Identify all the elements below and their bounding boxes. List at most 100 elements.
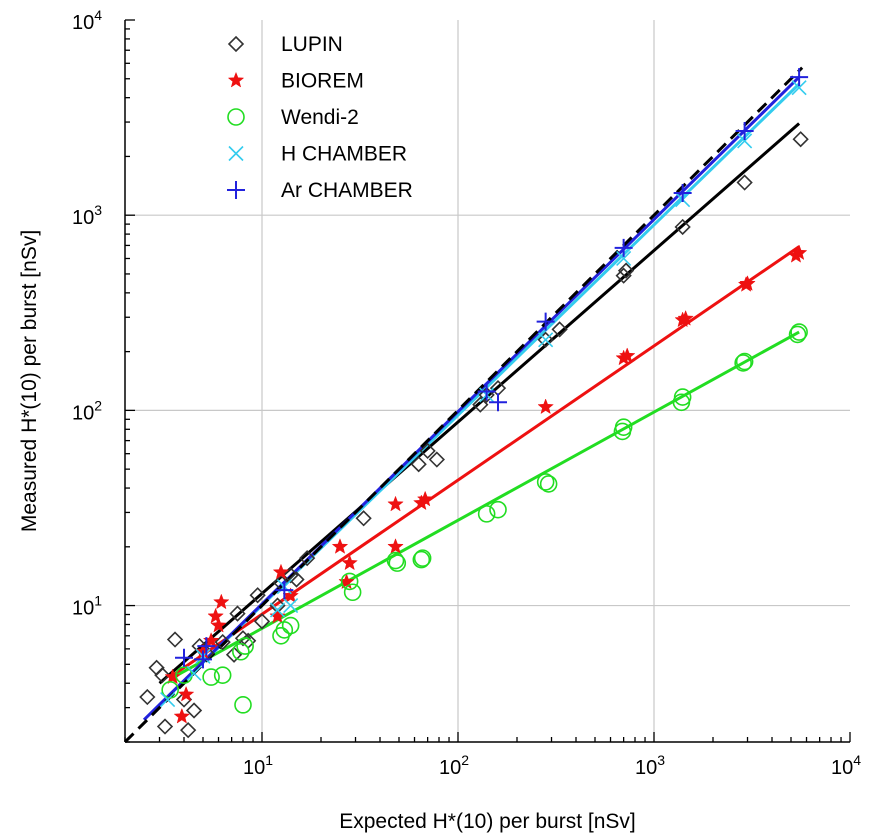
data-point-wendi-2 [213,666,232,684]
y-tick-label: 104 [72,7,102,34]
data-point-lupin [288,571,305,588]
data-point-ar-chamber [673,183,692,202]
data-point-lupin [472,396,489,413]
data-point-biorem [269,607,286,624]
data-point-wendi-2 [539,475,558,493]
x-tick-label: 101 [243,752,273,779]
data-point-biorem [739,275,756,291]
legend-label-biorem: BIOREM [281,70,364,93]
data-point-wendi-2 [489,500,507,519]
data-point-ar-chamber [193,650,212,669]
data-point-h-chamber [269,602,286,618]
data-point-lupin [249,587,266,604]
data-point-ar-chamber [477,382,496,401]
data-point-lupin [154,667,171,684]
legend-label-lupin: LUPIN [281,33,343,56]
data-point-biorem [173,707,191,724]
data-point-lupin [615,267,632,284]
y-tick-label: 101 [72,593,102,620]
data-point-lupin [166,631,184,648]
data-point-lupin [234,630,252,647]
data-point-lupin [428,451,445,468]
data-point-biorem [416,490,434,507]
data-point-wendi-2 [202,668,220,686]
data-point-wendi-2 [234,696,252,714]
data-point-wendi-2 [386,551,405,570]
data-point-wendi-2 [673,388,692,406]
data-point-lupin [156,718,174,735]
tick-labels: 101 102 103 104 101 102 103 104 [72,7,861,779]
data-point-wendi-2 [388,554,407,572]
x-tick-label: 104 [831,752,861,779]
data-point-lupin [674,218,691,236]
data-point-lupin [478,386,495,404]
data-point-wendi-2 [536,473,555,491]
data-point-lupin [214,633,231,651]
data-point-biorem [341,554,358,571]
grid [125,20,850,742]
data-point-biorem [618,347,636,364]
data-point-lupin [410,456,427,473]
legend-label-ar-chamber: Ar CHAMBER [281,179,413,202]
data-point-lupin [537,331,554,348]
data-point-lupin [792,131,809,148]
identity-line [123,66,804,744]
data-point-wendi-2 [788,325,807,344]
data-point-h-chamber [538,332,554,348]
data-point-h-chamber [616,250,632,267]
data-point-wendi-2 [232,642,250,661]
data-point-biorem [164,668,181,685]
data-point-wendi-2 [343,583,362,602]
data-point-lupin [551,321,568,338]
legend-marker-ar-chamber [227,181,245,199]
data-point-ar-chamber [197,637,216,656]
data-point-wendi-2 [236,637,254,655]
data-point-wendi-2 [281,616,300,635]
legend: LUPIN BIOREM Wendi-2 H CHAMBER Ar CHAMBER [227,33,413,202]
data-point-wendi-2 [734,354,752,372]
x-tick-label: 103 [635,752,665,779]
data-point-wendi-2 [340,572,359,591]
data-point-lupin [180,722,197,739]
data-point-biorem [207,607,224,624]
data-point-ar-chamber [790,68,809,87]
legend-marker-h-chamber [228,145,244,162]
fit-line-biorem [169,245,800,679]
data-point-biorem [272,563,290,580]
data-point-lupin [299,549,316,567]
y-axis-title: Measured H*(10) per burst [nSv] [18,230,41,532]
data-point-h-chamber [160,691,176,708]
data-point-lupin [355,510,372,527]
data-point-ar-chamber [735,121,754,140]
data-point-lupin [225,646,243,663]
data-point-h-chamber [791,80,807,96]
data-point-h-chamber [283,598,299,614]
data-point-biorem [387,538,404,554]
data-point-biorem [213,593,230,610]
fit-line-lupin [158,122,801,685]
data-point-lupin [229,605,246,622]
y-tick-label: 103 [72,202,102,229]
data-point-biorem [677,309,694,326]
x-axis-title: Expected H*(10) per burst [nSv] [339,810,635,833]
legend-marker-biorem [227,71,245,88]
data-point-wendi-2 [412,550,431,569]
data-point-biorem [790,244,808,261]
y-tick-label: 102 [72,397,102,424]
axes [124,19,851,743]
data-point-biorem [387,495,404,512]
data-point-biorem [537,398,554,415]
legend-marker-lupin [227,35,245,53]
data-point-lupin [617,262,635,279]
data-point-lupin [736,174,753,191]
data-point-ar-chamber [275,581,294,600]
data-point-lupin [139,688,156,706]
data-point-ar-chamber [614,238,633,257]
data-point-wendi-2 [477,505,496,523]
legend-label-h-chamber: H CHAMBER [281,143,407,166]
data-point-biorem [210,616,227,633]
data-point-biorem [331,538,349,554]
data-point-h-chamber [186,665,202,681]
data-point-wendi-2 [413,549,432,567]
